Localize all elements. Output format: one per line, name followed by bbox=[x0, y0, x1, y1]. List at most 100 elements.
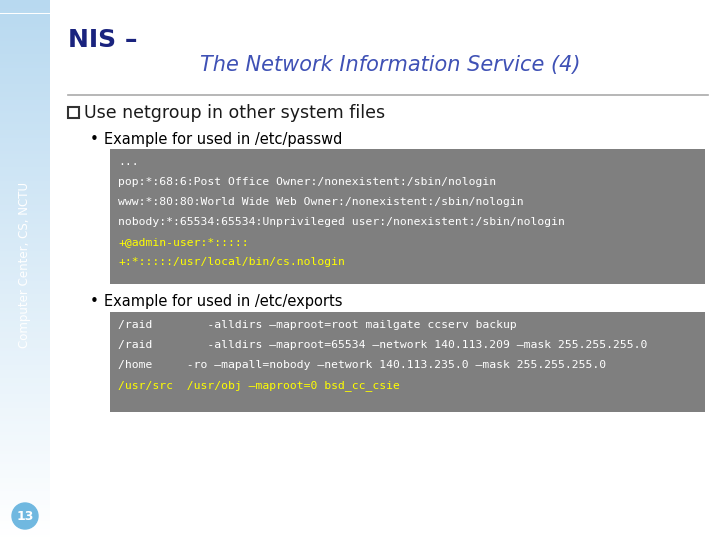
Bar bbox=[0, 410, 50, 413]
Bar bbox=[0, 170, 50, 173]
Bar bbox=[0, 535, 50, 537]
Bar bbox=[0, 394, 50, 397]
Bar bbox=[0, 100, 50, 103]
Bar bbox=[0, 500, 50, 502]
Bar bbox=[0, 105, 50, 108]
Text: •: • bbox=[90, 132, 99, 147]
Bar bbox=[0, 524, 50, 526]
Bar bbox=[0, 456, 50, 459]
Bar bbox=[0, 27, 50, 30]
Bar bbox=[0, 14, 50, 16]
Bar bbox=[0, 22, 50, 24]
Bar bbox=[68, 107, 79, 118]
Bar bbox=[0, 443, 50, 445]
Bar bbox=[0, 73, 50, 76]
Bar bbox=[0, 178, 50, 181]
Bar bbox=[0, 119, 50, 122]
Bar bbox=[0, 510, 50, 513]
Bar bbox=[0, 221, 50, 224]
Bar bbox=[0, 351, 50, 354]
Bar bbox=[0, 224, 50, 227]
Bar bbox=[0, 275, 50, 278]
Bar bbox=[0, 494, 50, 497]
Bar bbox=[0, 135, 50, 138]
Bar bbox=[0, 11, 50, 14]
Bar bbox=[0, 435, 50, 437]
Bar bbox=[0, 256, 50, 259]
Bar bbox=[0, 354, 50, 356]
Bar bbox=[0, 378, 50, 381]
Bar bbox=[0, 386, 50, 389]
Bar bbox=[0, 508, 50, 510]
Bar bbox=[0, 478, 50, 481]
Bar bbox=[0, 238, 50, 240]
Bar bbox=[0, 446, 50, 448]
Bar bbox=[0, 405, 50, 408]
Bar bbox=[0, 397, 50, 400]
Bar bbox=[0, 278, 50, 281]
Bar bbox=[0, 532, 50, 535]
Bar bbox=[0, 375, 50, 378]
Bar bbox=[0, 65, 50, 68]
Bar bbox=[0, 521, 50, 524]
Bar bbox=[0, 513, 50, 516]
Bar bbox=[0, 124, 50, 127]
Bar bbox=[0, 213, 50, 216]
Bar bbox=[0, 54, 50, 57]
Bar bbox=[0, 49, 50, 51]
Bar bbox=[0, 518, 50, 521]
Bar bbox=[0, 294, 50, 297]
Bar bbox=[0, 143, 50, 146]
Bar bbox=[0, 111, 50, 113]
Bar bbox=[0, 489, 50, 491]
Bar bbox=[0, 70, 50, 73]
Text: Example for used in /etc/passwd: Example for used in /etc/passwd bbox=[104, 132, 343, 147]
Bar bbox=[0, 30, 50, 32]
Bar bbox=[0, 359, 50, 362]
Bar bbox=[0, 46, 50, 49]
Text: The Network Information Service (4): The Network Information Service (4) bbox=[199, 55, 580, 75]
Bar bbox=[0, 208, 50, 211]
Bar bbox=[0, 481, 50, 483]
Bar bbox=[0, 157, 50, 159]
Bar bbox=[0, 362, 50, 364]
Bar bbox=[0, 319, 50, 321]
Bar bbox=[0, 113, 50, 116]
Text: •: • bbox=[90, 294, 99, 309]
Bar bbox=[0, 316, 50, 319]
Bar bbox=[0, 324, 50, 327]
Bar bbox=[0, 84, 50, 86]
Bar bbox=[0, 389, 50, 392]
Text: NIS –: NIS – bbox=[68, 28, 138, 52]
Bar bbox=[0, 346, 50, 348]
Bar bbox=[0, 502, 50, 505]
Bar bbox=[0, 327, 50, 329]
Bar bbox=[0, 505, 50, 508]
Bar bbox=[0, 154, 50, 157]
Bar bbox=[0, 0, 50, 3]
Bar bbox=[0, 59, 50, 62]
Circle shape bbox=[12, 503, 38, 529]
Bar bbox=[0, 235, 50, 238]
Bar bbox=[0, 464, 50, 467]
Bar bbox=[0, 97, 50, 100]
Bar bbox=[0, 332, 50, 335]
Bar bbox=[0, 35, 50, 38]
Text: pop:*:68:6:Post Office Owner:/nonexistent:/sbin/nologin: pop:*:68:6:Post Office Owner:/nonexisten… bbox=[118, 177, 496, 187]
Bar bbox=[0, 194, 50, 197]
Bar bbox=[0, 148, 50, 151]
Bar bbox=[0, 305, 50, 308]
Bar bbox=[0, 459, 50, 462]
Text: 13: 13 bbox=[17, 510, 34, 523]
Bar bbox=[0, 173, 50, 176]
Bar bbox=[0, 259, 50, 262]
Bar bbox=[0, 122, 50, 124]
Bar bbox=[0, 286, 50, 289]
Bar bbox=[0, 40, 50, 43]
Bar bbox=[0, 537, 50, 540]
Bar bbox=[0, 421, 50, 424]
Bar bbox=[0, 32, 50, 35]
Bar bbox=[0, 81, 50, 84]
Bar bbox=[0, 140, 50, 143]
Bar bbox=[0, 43, 50, 46]
